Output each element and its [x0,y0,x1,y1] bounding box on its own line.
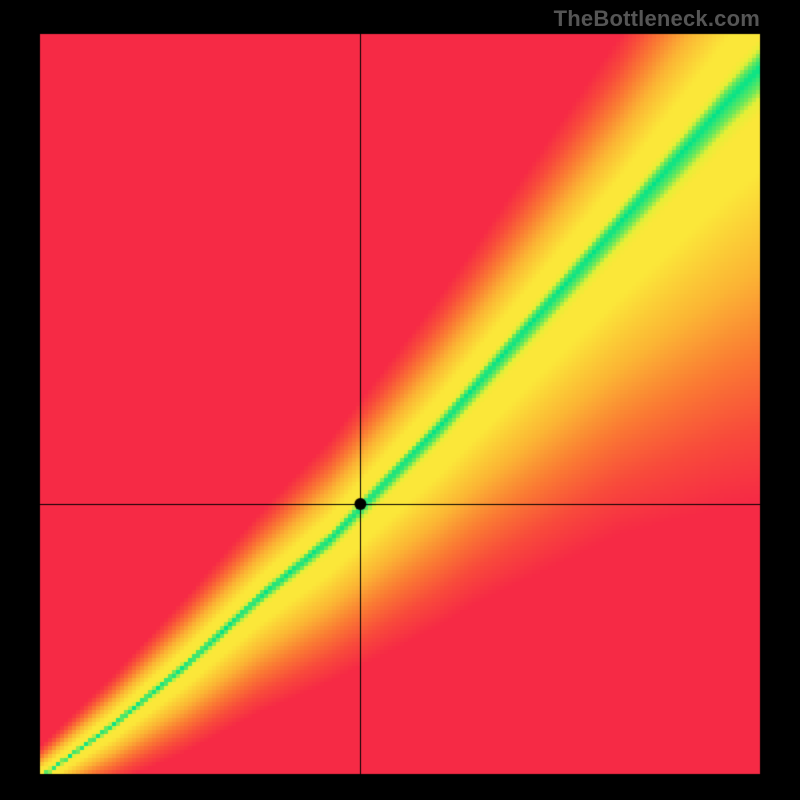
heatmap-canvas [0,0,800,800]
watermark-text: TheBottleneck.com [554,6,760,32]
chart-container: TheBottleneck.com [0,0,800,800]
